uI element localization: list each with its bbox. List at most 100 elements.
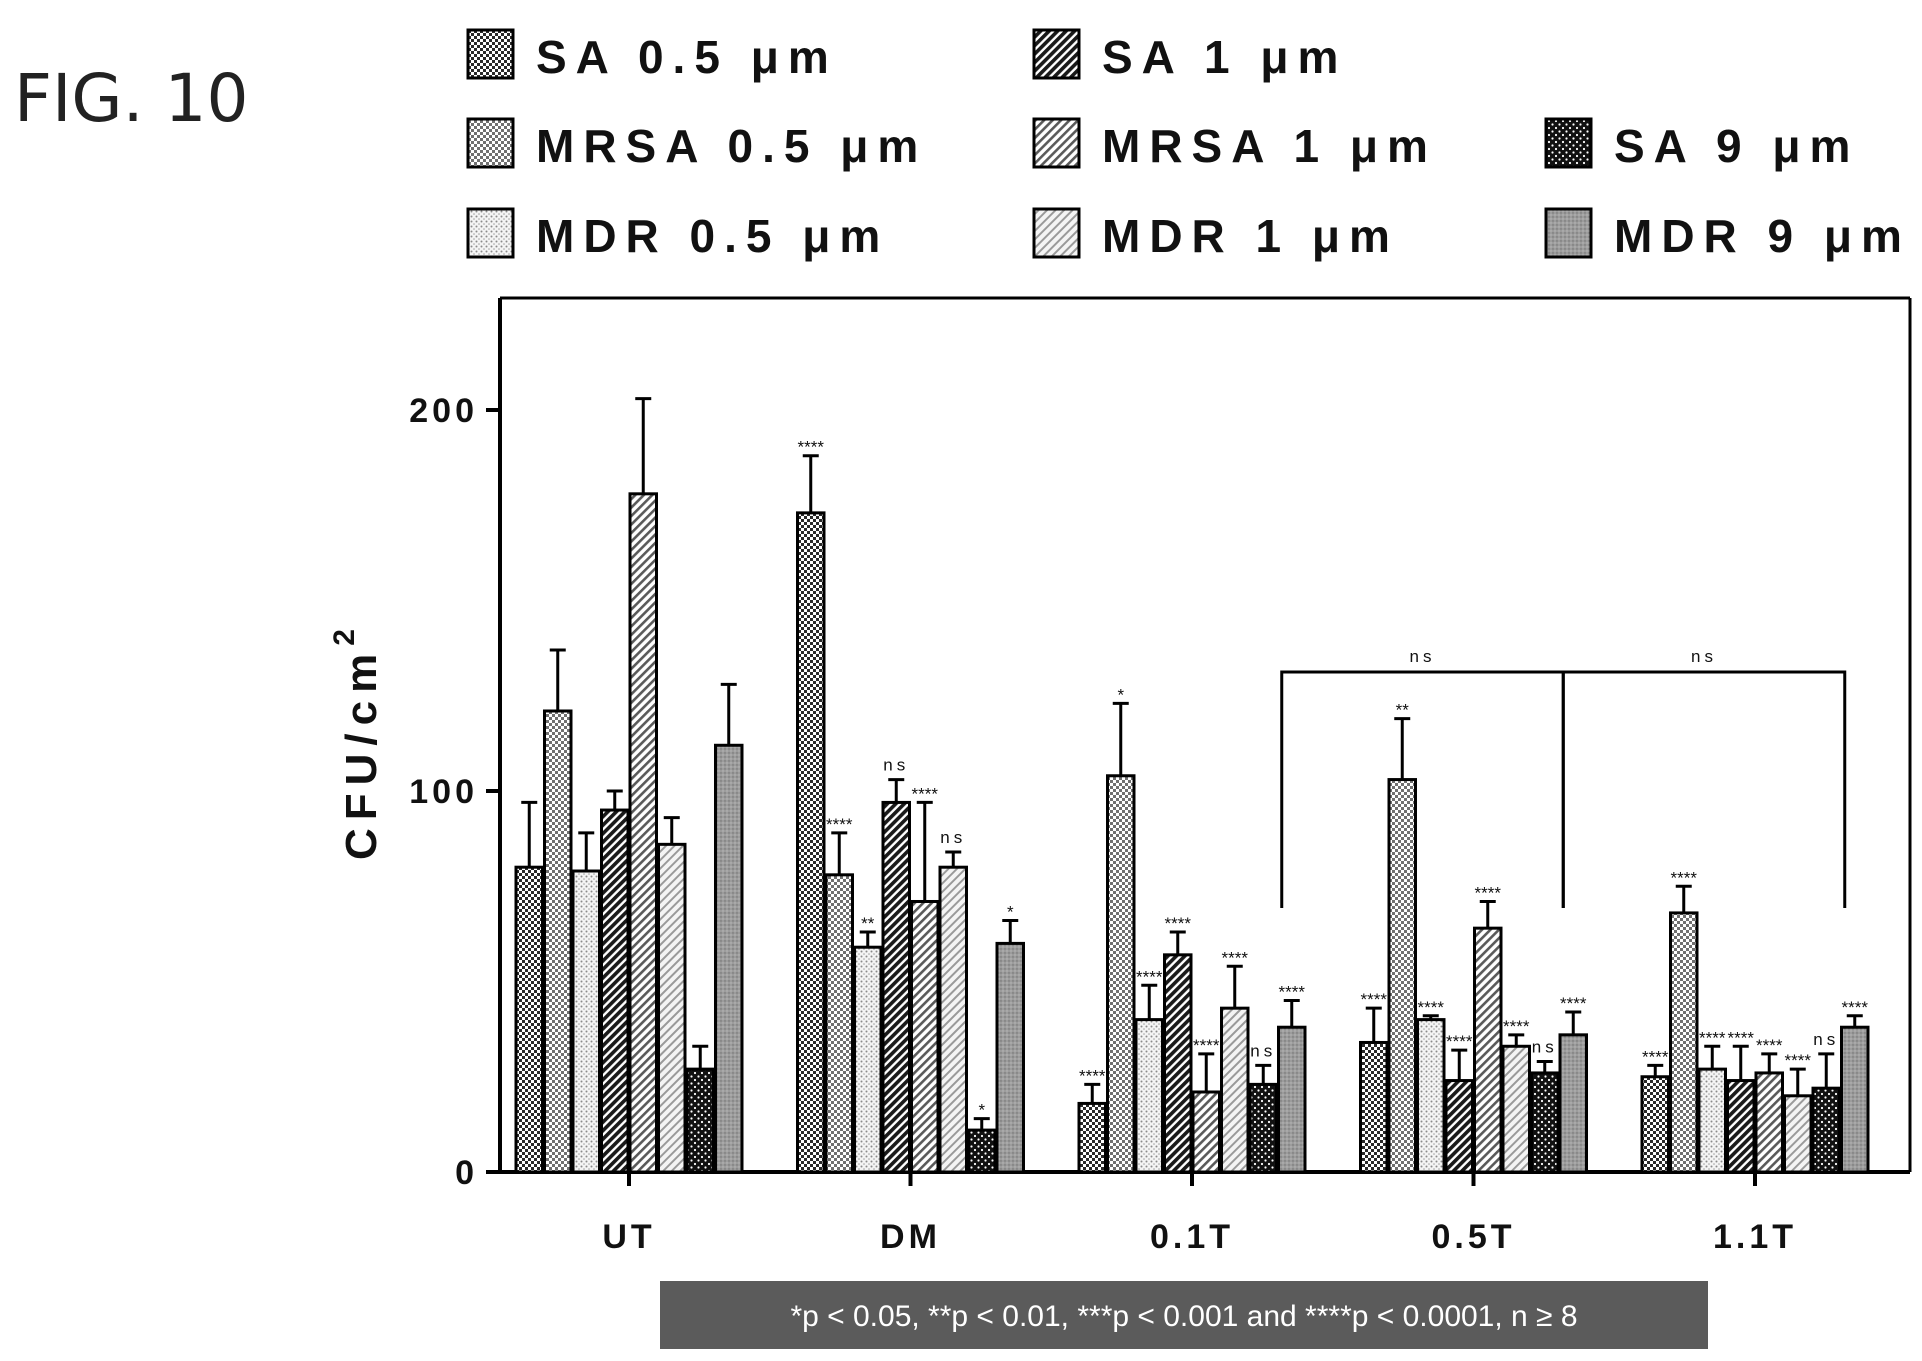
significance-label: **** (1475, 883, 1502, 902)
legend-swatch (466, 28, 515, 80)
legend-label: SA 0.5 μm (536, 31, 838, 83)
significance-label: ns (1813, 1030, 1839, 1049)
significance-label: **** (826, 815, 853, 834)
significance-label: **** (1446, 1032, 1473, 1051)
bar (1191, 1090, 1221, 1174)
significance-label: **** (1756, 1036, 1783, 1055)
bar (628, 492, 658, 1174)
bar (1754, 1071, 1784, 1174)
significance-label: **** (1079, 1066, 1106, 1085)
legend: SA 0.5 μm MRSA 0.5 μm MDR 0.5 μm SA 1 μm MRS… (466, 28, 1911, 262)
bar (881, 800, 911, 1174)
significance-label: * (1117, 685, 1124, 704)
bar (685, 1067, 715, 1174)
bar (1387, 778, 1417, 1174)
legend-swatch (1032, 117, 1081, 169)
bar (1277, 1025, 1307, 1174)
bar (1783, 1094, 1813, 1174)
bar (995, 941, 1025, 1174)
bar (853, 945, 883, 1174)
significance-label: **** (1361, 990, 1388, 1009)
bar (967, 1128, 997, 1174)
legend-label: SA 1 μm (1102, 31, 1347, 83)
significance-label: **** (798, 438, 825, 457)
y-tick-label: 100 (409, 773, 478, 811)
legend-label: MRSA 1 μm (1102, 120, 1437, 172)
significance-label: **** (1279, 983, 1306, 1002)
bar (571, 869, 601, 1174)
bar (1134, 1018, 1164, 1174)
figure-label: FIG. 10 (14, 60, 249, 137)
bracket-label: ns (1691, 647, 1717, 666)
bar (796, 511, 826, 1174)
bar (600, 808, 630, 1174)
bar (1248, 1082, 1278, 1174)
bar (657, 842, 687, 1174)
significance-label: ns (940, 828, 966, 847)
bar (1726, 1079, 1756, 1174)
legend-swatch (466, 117, 515, 169)
x-tick-label: DM (880, 1218, 941, 1256)
bar (938, 865, 968, 1174)
y-axis-title-superscript: 2 (328, 621, 361, 646)
y-ticks: 0 100 200 (409, 392, 500, 1192)
significance-label: **** (1785, 1051, 1812, 1070)
bar (1473, 926, 1503, 1174)
bar (1501, 1044, 1531, 1174)
y-axis-title: CFU/cm2 (328, 621, 386, 860)
legend-label: MRSA 0.5 μm (536, 120, 927, 172)
significance-label: ns (1250, 1041, 1276, 1060)
significance-label: ns (883, 756, 909, 775)
footnote-text: *p < 0.05, **p < 0.01, ***p < 0.001 and … (790, 1300, 1577, 1333)
legend-swatch (466, 207, 515, 259)
bar (1444, 1079, 1474, 1174)
bar (543, 709, 573, 1174)
bar (1163, 953, 1193, 1174)
significance-brackets: ns ns (1280, 647, 1847, 908)
bar (1558, 1033, 1588, 1174)
significance-label: **** (1503, 1017, 1530, 1036)
bracket-line (1280, 670, 1565, 908)
bar (1669, 911, 1699, 1174)
x-tick-label: 0.5T (1431, 1218, 1515, 1256)
significance-label: **** (1193, 1036, 1220, 1055)
bar (514, 865, 544, 1174)
bar (1077, 1101, 1107, 1174)
significance-label: **** (1699, 1028, 1726, 1047)
significance-label: **** (1560, 994, 1587, 1013)
significance-label: **** (1165, 914, 1192, 933)
x-ticks: UT DM 0.1T 0.5T 1.1T (602, 1172, 1797, 1256)
bar (910, 899, 940, 1174)
significance-label: * (978, 1101, 985, 1120)
legend-label: MDR 0.5 μm (536, 210, 889, 262)
bar (1416, 1018, 1446, 1174)
significance-label: **** (1671, 868, 1698, 887)
legend-swatch (1032, 207, 1081, 259)
x-tick-label: UT (602, 1218, 655, 1256)
significance-label: * (1007, 903, 1014, 922)
bar (1811, 1086, 1841, 1174)
footnote-background (660, 1281, 1708, 1349)
bar (824, 873, 854, 1174)
legend-label: MDR 9 μm (1614, 210, 1911, 262)
bar (1106, 774, 1136, 1174)
bar (1220, 1006, 1250, 1174)
x-tick-label: 0.1T (1150, 1218, 1234, 1256)
significance-label: **** (1222, 948, 1249, 967)
y-axis-title-text: CFU/cm (337, 646, 386, 860)
significance-label: ** (861, 914, 875, 933)
significance-label: **** (1642, 1047, 1669, 1066)
significance-label: **** (1842, 998, 1869, 1017)
legend-label: MDR 1 μm (1102, 210, 1399, 262)
bracket-line (1561, 670, 1847, 908)
bar (1359, 1040, 1389, 1174)
bar (1697, 1067, 1727, 1174)
significance-label: ** (1396, 701, 1410, 720)
legend-swatch (1032, 28, 1081, 80)
bars: **********ns****ns**********************… (514, 397, 1870, 1174)
x-tick-label: 1.1T (1713, 1218, 1797, 1256)
significance-label: **** (1728, 1028, 1755, 1047)
bracket-label: ns (1410, 647, 1436, 666)
